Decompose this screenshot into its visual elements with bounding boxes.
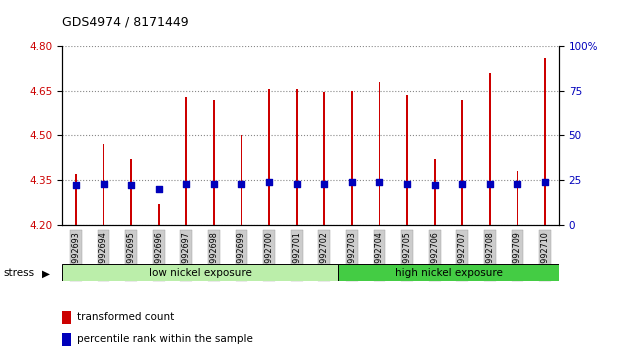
- Bar: [324, 92, 325, 225]
- Point: [264, 179, 274, 185]
- Bar: [130, 159, 132, 225]
- Point: [374, 179, 384, 185]
- Point: [347, 179, 357, 185]
- Point: [209, 181, 219, 187]
- Bar: [517, 171, 519, 225]
- Bar: [62, 264, 338, 281]
- Text: ▶: ▶: [42, 268, 50, 278]
- Point: [402, 181, 412, 187]
- Bar: [213, 99, 215, 225]
- Point: [430, 183, 440, 188]
- Point: [292, 181, 302, 187]
- Text: GDS4974 / 8171449: GDS4974 / 8171449: [62, 16, 189, 29]
- Bar: [406, 95, 408, 225]
- Bar: [240, 135, 242, 225]
- Bar: [75, 174, 77, 225]
- Point: [71, 183, 81, 188]
- Text: high nickel exposure: high nickel exposure: [394, 268, 502, 278]
- Bar: [102, 144, 104, 225]
- Bar: [62, 311, 71, 324]
- Point: [126, 183, 136, 188]
- Point: [319, 181, 329, 187]
- Point: [181, 181, 191, 187]
- Bar: [296, 89, 297, 225]
- Point: [457, 181, 467, 187]
- Bar: [158, 204, 160, 225]
- Bar: [489, 73, 491, 225]
- Text: transformed count: transformed count: [77, 312, 175, 322]
- Text: low nickel exposure: low nickel exposure: [148, 268, 252, 278]
- Bar: [379, 82, 381, 225]
- Point: [237, 181, 247, 187]
- Bar: [338, 264, 559, 281]
- Point: [154, 186, 164, 192]
- Text: stress: stress: [3, 268, 34, 278]
- Bar: [268, 89, 270, 225]
- Text: percentile rank within the sample: percentile rank within the sample: [77, 335, 253, 344]
- Point: [99, 181, 109, 187]
- Bar: [461, 99, 463, 225]
- Point: [512, 181, 522, 187]
- Point: [485, 181, 495, 187]
- Bar: [544, 58, 546, 225]
- Point: [540, 179, 550, 185]
- Bar: [433, 159, 436, 225]
- Bar: [62, 333, 71, 346]
- Bar: [185, 97, 188, 225]
- Bar: [351, 91, 353, 225]
